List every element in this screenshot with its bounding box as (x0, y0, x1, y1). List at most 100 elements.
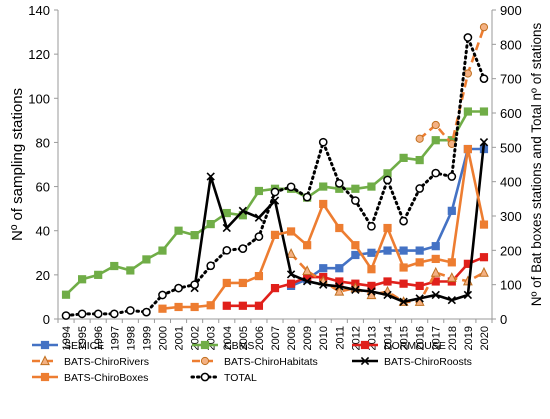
data-point-bats-chiroroosts (206, 172, 215, 181)
data-point-total (190, 280, 199, 290)
data-point-total (270, 187, 280, 197)
legend-label: BATS-ChiroRoosts (384, 356, 472, 368)
data-point-dormouse (286, 279, 296, 288)
data-point-bats-chiroroosts (383, 290, 392, 300)
legend-swatch-marker (40, 355, 50, 366)
y-tick-left-label: 0 (43, 312, 50, 327)
legend-swatch-marker (40, 372, 50, 382)
data-point-semice (319, 264, 328, 273)
y-tick-right-label: 800 (500, 37, 522, 52)
legend-label: BATS-ChiroRivers (64, 356, 149, 368)
data-point-total (318, 137, 328, 147)
data-point-cbms (78, 275, 87, 284)
y-tick-right-label: 900 (500, 3, 522, 18)
data-point-total (254, 232, 264, 241)
data-point-cbms (94, 270, 103, 279)
x-marker-stroke (254, 213, 264, 222)
data-point-bats-chiroroosts (415, 294, 424, 303)
data-point-bats-chirorivers (286, 248, 296, 258)
x-marker-stroke (222, 223, 231, 233)
data-point-cbms (142, 255, 151, 264)
data-point-bats-chiroboxes (335, 223, 344, 233)
x-tick-label: 2008 (286, 326, 298, 350)
y-tick-left-label: 140 (28, 3, 50, 18)
data-point-bats-chiroroosts (302, 277, 312, 286)
data-point-bats-chiroroosts (463, 290, 473, 300)
data-point-bats-chirohabitats (479, 23, 489, 32)
data-point-bats-chirorivers (334, 285, 345, 296)
x-marker-stroke (206, 172, 215, 181)
x-tick-label: 2004 (222, 326, 234, 350)
x-tick-label: 2011 (334, 326, 346, 350)
data-point-total (479, 74, 489, 84)
data-point-bats-chiroboxes (254, 271, 264, 281)
data-point-dormouse (415, 281, 424, 290)
series-layer (61, 23, 489, 320)
data-point-total (334, 179, 344, 188)
legend-label: TOTAL (224, 372, 257, 384)
x-marker-stroke (286, 270, 296, 279)
data-point-semice (367, 248, 376, 257)
data-point-bats-chiroroosts (286, 270, 296, 279)
data-point-semice (415, 246, 424, 255)
y-axis-right-title: Nº of Bat boxes stations and Total nº of… (529, 22, 544, 306)
data-point-total (286, 182, 296, 192)
y-tick-right-label: 0 (500, 312, 507, 327)
data-point-total (463, 33, 473, 42)
data-point-bats-chiroboxes (415, 258, 424, 267)
legend-item-bats-chirohabitats: BATS-ChiroHabitats (192, 356, 318, 368)
legend: SEMICE CBMS DORMOUSE BATS-ChiroRivers BATS-C… (32, 340, 472, 384)
x-marker-stroke (238, 206, 248, 216)
x-tick-label: 2012 (350, 326, 362, 350)
data-point-bats-chiroboxes (399, 263, 408, 272)
legend-swatch-marker (360, 340, 370, 350)
legend-swatch-marker (200, 356, 210, 366)
data-point-cbms (431, 136, 440, 145)
y-tick-right-label: 300 (500, 209, 522, 224)
x-marker-stroke (447, 295, 456, 305)
data-point-bats-chiroroosts (222, 223, 231, 233)
data-point-bats-chiroboxes (367, 265, 376, 274)
series-bats-chiroboxes (158, 144, 489, 313)
data-point-cbms (399, 153, 408, 162)
x-tick-label: 2019 (463, 326, 475, 350)
data-point-total (142, 307, 151, 317)
x-tick-label: 1995 (77, 326, 89, 350)
y-tick-right-label: 600 (500, 106, 522, 121)
data-point-cbms (254, 186, 264, 196)
data-point-cbms (351, 184, 360, 193)
data-point-dormouse (479, 253, 489, 262)
y-tick-right-label: 700 (500, 72, 522, 87)
x-tick-label: 2002 (190, 326, 202, 350)
x-tick-label: 2000 (157, 326, 169, 350)
data-point-bats-chiroboxes (447, 258, 456, 267)
data-point-bats-chiroroosts (238, 206, 248, 216)
x-tick-label: 1994 (61, 326, 73, 350)
data-point-cbms (190, 231, 199, 240)
data-point-bats-chirorivers (479, 266, 489, 277)
data-point-bats-chirohabitats (463, 69, 472, 78)
data-point-total (238, 244, 248, 253)
data-point-cbms (463, 107, 472, 116)
data-point-bats-chiroroosts (270, 196, 280, 205)
data-point-bats-chiroroosts (399, 297, 408, 306)
x-marker-stroke (479, 138, 489, 147)
data-point-semice (431, 242, 440, 251)
legend-label: DORMOUSE (384, 340, 446, 352)
y-tick-right-label: 200 (500, 243, 522, 258)
y-tick-left-label: 120 (28, 47, 50, 62)
data-point-bats-chiroboxes (174, 302, 183, 312)
data-point-total (447, 172, 457, 181)
data-point-total (415, 184, 425, 193)
x-marker-stroke (351, 285, 360, 294)
data-point-bats-chiroboxes (286, 227, 296, 236)
data-point-bats-chirorivers (302, 265, 313, 276)
data-point-bats-chiroboxes (463, 144, 472, 154)
y-tick-right-label: 400 (500, 175, 522, 190)
x-tick-label: 2005 (238, 326, 250, 350)
x-marker-stroke (463, 290, 473, 300)
data-point-total (93, 309, 103, 319)
x-marker-stroke (383, 290, 392, 300)
x-tick-label: 2001 (174, 326, 186, 350)
